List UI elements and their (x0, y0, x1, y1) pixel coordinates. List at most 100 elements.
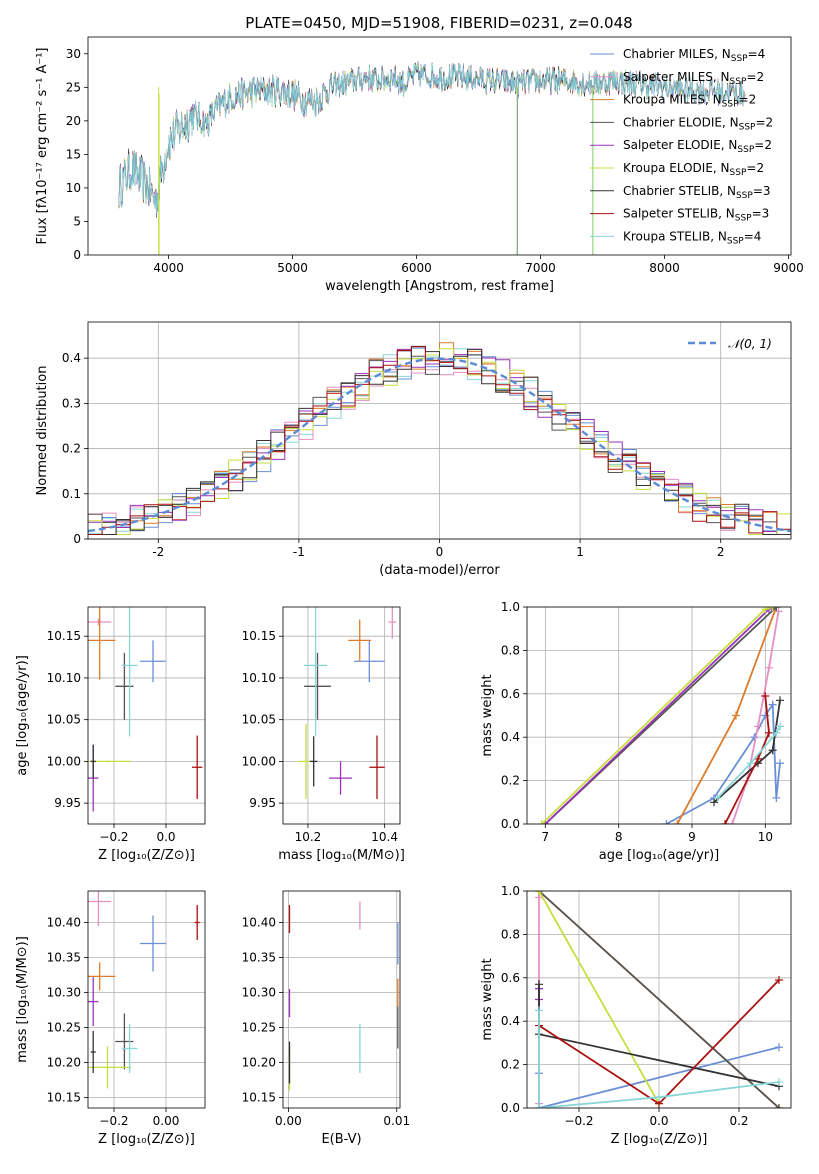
ticks: 7 8 9 10 0.0 0.2 0.4 0.6 0.8 1.0 (501, 600, 773, 844)
weight-line (538, 891, 660, 1105)
x-tick-label: 0.00 (275, 1114, 302, 1128)
axes-frame (87, 36, 792, 256)
errorbar-point (192, 735, 203, 799)
weight-line (538, 1010, 780, 1108)
x-tick-label: 5000 (277, 261, 308, 275)
y-tick-label: 0.0 (501, 817, 520, 831)
weight-marker (772, 728, 781, 737)
y-tick-label: 10.00 (242, 754, 276, 768)
y-tick-label: 1.0 (501, 600, 520, 614)
y-tick-label: 1.0 (501, 884, 520, 898)
errorbar-point (115, 652, 134, 720)
x-tick-label: 10 (758, 830, 773, 844)
weight-marker (537, 820, 546, 824)
y-tick-label: 10.35 (242, 951, 276, 965)
weight-marker (768, 746, 777, 755)
weight-marker (655, 1093, 663, 1102)
weight-marker (761, 607, 770, 614)
y-axis-label: mass [log₁₀(M/M⊙)] (15, 936, 30, 1063)
y-tick-label: 9.95 (54, 796, 81, 810)
y-tick-label: 10.05 (47, 713, 81, 727)
legend-entry: 𝒩(0, 1) (728, 337, 772, 351)
weight-marker (673, 820, 682, 824)
errorbar-point (309, 736, 318, 787)
axes-frame (282, 606, 401, 825)
plot-content (88, 342, 791, 535)
x-tick-label: 0.01 (383, 1114, 410, 1128)
weight-line (724, 695, 770, 824)
errorbar-point (90, 1031, 96, 1073)
axes-frame (87, 321, 792, 540)
plot-content (537, 607, 784, 824)
y-tick-label: 10.05 (242, 713, 276, 727)
y-tick-label: 0.1 (62, 487, 81, 501)
plot-content (88, 891, 200, 1089)
y-tick-label: 10.20 (242, 1056, 276, 1070)
errorbar-point (88, 607, 116, 680)
y-tick-label: 20 (66, 114, 81, 128)
errorbar-point (369, 735, 385, 799)
x-tick-label: 1 (576, 545, 584, 559)
x-tick-label: −0.2 (99, 830, 128, 844)
y-tick-label: 0.2 (62, 442, 81, 456)
weight-marker (535, 891, 543, 895)
y-tick-label: 10.10 (47, 671, 81, 685)
chart-2: −0.2 0.0 9.95 10.00 10.05 10.10 10.15 Z [log₁₀(… (15, 606, 206, 863)
gaussian-reference-curve (88, 357, 791, 533)
weight-marker (765, 728, 773, 737)
y-tick-label: 9.95 (249, 796, 276, 810)
errorbar-point (90, 744, 96, 779)
x-tick-label: 0.0 (156, 830, 175, 844)
legend: Chabrier MILES, NSSP=4 Salpeter MILES, NS… (590, 47, 773, 246)
legend-entry: Kroupa MILES, NSSP=2 (623, 93, 756, 110)
legend-entry: Chabrier MILES, NSSP=4 (623, 47, 765, 64)
chart-4: 7 8 9 10 0.0 0.2 0.4 0.6 0.8 1.0 age [log₁₀(age/yr… (480, 600, 792, 863)
y-tick-label: 0.8 (501, 643, 520, 657)
y-tick-label: 0.8 (501, 927, 520, 941)
weight-series (537, 607, 777, 824)
weight-series (721, 691, 773, 824)
errorbar-point (88, 1046, 131, 1089)
y-tick-label: 10.15 (242, 1091, 276, 1105)
weight-marker (710, 798, 718, 807)
weight-marker (721, 820, 729, 824)
ticks: −0.2 0.00 10.15 10.20 10.25 10.30 10.35 10.40 (47, 916, 180, 1129)
x-axis-label: Z [log₁₀(Z/Z⊙)] (98, 1132, 195, 1147)
x-tick-label: 10.4 (371, 830, 398, 844)
y-tick-label: 10.15 (47, 629, 81, 643)
grid (88, 891, 205, 1108)
y-axis-label: age [log₁₀(age/yr)] (15, 655, 30, 776)
y-tick-label: 10.15 (47, 1091, 81, 1105)
x-tick-label: -2 (152, 545, 164, 559)
plot-content (298, 607, 397, 799)
weight-marker (746, 759, 755, 768)
weight-marker (768, 607, 777, 611)
weight-marker (776, 722, 784, 731)
y-tick-label: 10.40 (242, 916, 276, 930)
chart-5: −0.2 0.00 10.15 10.20 10.25 10.30 10.35 10.40 Z … (15, 890, 206, 1147)
y-tick-label: 10.15 (242, 629, 276, 643)
weight-marker (765, 663, 773, 672)
y-tick-label: 0.6 (501, 687, 520, 701)
weight-series (535, 1006, 783, 1108)
errorbar-point (88, 977, 99, 1027)
weight-marker (728, 820, 737, 824)
errorbar-point (304, 652, 331, 720)
weight-marker (750, 733, 759, 742)
y-tick-label: 10.25 (242, 1021, 276, 1035)
chart-7: −0.2 0.0 0.2 0.0 0.2 0.4 0.6 0.8 1.0 Z [log₁₀(Z/Z… (480, 884, 792, 1147)
plot-area (283, 607, 400, 824)
legend-entry: Chabrier ELODIE, NSSP=2 (623, 115, 773, 132)
weight-marker (775, 1077, 783, 1086)
chart-title: PLATE=0450, MJD=51908, FIBERID=0231, z=0… (245, 14, 632, 32)
y-tick-label: 25 (66, 80, 81, 94)
y-axis-label: mass weight (480, 674, 495, 756)
y-tick-label: 10 (66, 181, 81, 195)
errorbar-point (88, 618, 112, 626)
weight-marker (775, 1104, 783, 1108)
axes-frame (87, 606, 206, 825)
errorbar-point (88, 891, 112, 926)
y-tick-label: 0.2 (501, 1058, 520, 1072)
weight-line (717, 725, 781, 799)
